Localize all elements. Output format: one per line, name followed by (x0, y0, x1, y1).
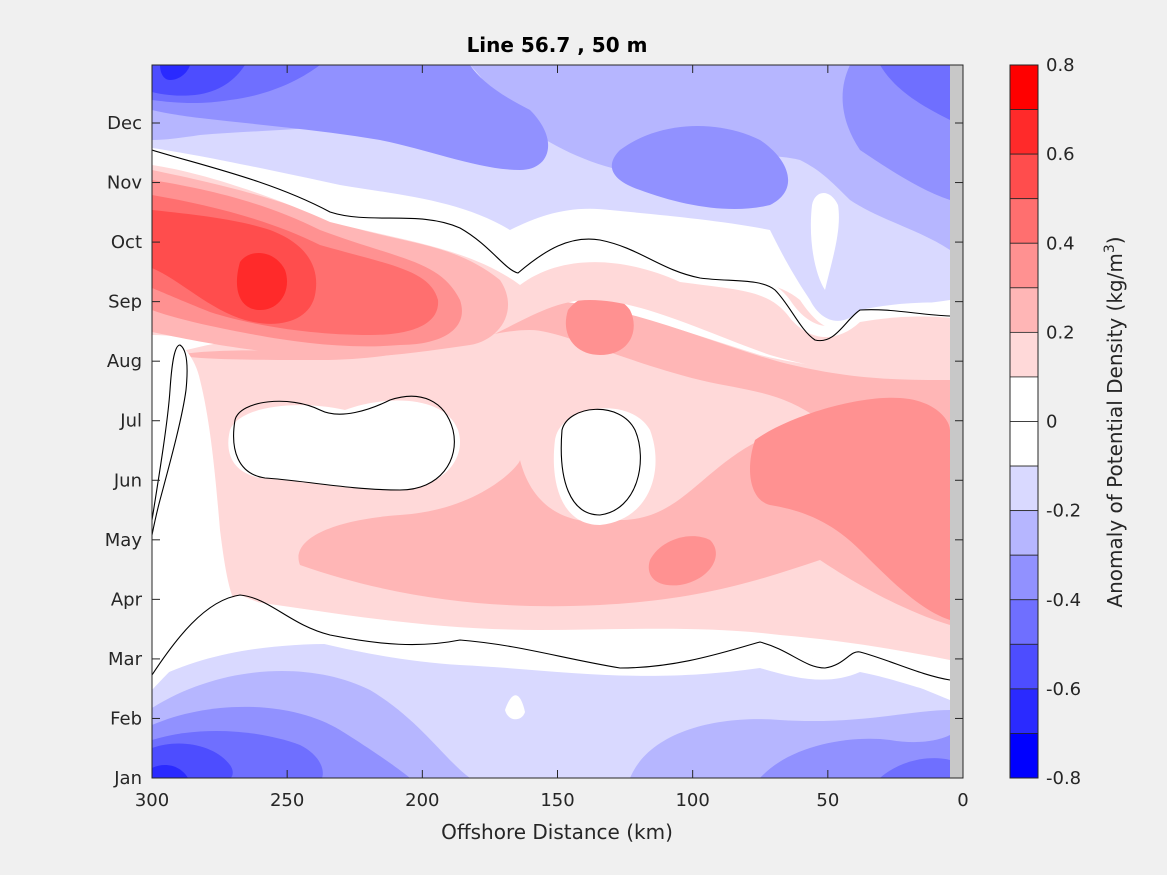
colorbar-bin (1009, 287, 1039, 333)
contour-region-zero-lower-spot (505, 695, 525, 720)
colorbar-label: Anomaly of Potential Density (kg/m3) (1102, 236, 1127, 607)
colorbar-bin (1009, 331, 1039, 378)
colorbar-label-main: Anomaly of Potential Density (kg/m (1103, 253, 1127, 607)
colorbar-tick-label: 0.4 (1046, 233, 1075, 254)
colorbar-tick-label: -0.8 (1046, 768, 1081, 789)
colorbar-bin (1009, 64, 1039, 110)
colorbar-bin (1009, 733, 1039, 779)
colorbar-frame (1009, 64, 1039, 779)
colorbar-tick-label: 0.6 (1046, 144, 1075, 165)
colorbar-tick-label: 0.8 (1046, 55, 1075, 76)
contour-region-neg-bottom-6 (152, 765, 188, 778)
colorbar-tick-label: -0.6 (1046, 679, 1081, 700)
colorbar-bin (1009, 688, 1039, 734)
y-tick-label: Jun (113, 470, 142, 491)
contour-region-pos-3b (648, 536, 716, 586)
colorbar-bin (1009, 242, 1039, 289)
y-axis: Jan Feb Mar Apr May Jun Jul Aug Sep Oct Nov Dec (105, 113, 963, 789)
contour-fills (152, 65, 950, 778)
y-tick-label: Mar (108, 649, 143, 670)
contour-region-pos-3c (565, 294, 634, 355)
x-tick-label: 300 (135, 790, 169, 811)
colorbar-label-superscript: 3 (1102, 244, 1118, 253)
contour-region-neg-top-3b (611, 65, 950, 210)
colorbar-bin (1009, 465, 1039, 512)
x-tick-label: 100 (675, 790, 709, 811)
colorbar-label-suffix: ) (1103, 236, 1127, 244)
contour-region-zero-eddy-1 (228, 400, 461, 490)
contour-region-neg-top-4b (880, 65, 950, 120)
colorbar-bin (1009, 376, 1039, 422)
contour-region-zero-lower (152, 595, 950, 695)
colorbar-tick-label: -0.4 (1046, 590, 1081, 611)
contour-line-upper (152, 149, 951, 342)
colorbar-bin (1009, 421, 1039, 467)
y-tick-label: Aug (107, 351, 142, 372)
x-tick-label: 50 (816, 790, 839, 811)
colorbar-bin (1009, 109, 1039, 155)
contour-region-zero-left (152, 337, 240, 660)
colorbar-bin (1009, 599, 1039, 645)
y-tick-label: Nov (107, 173, 142, 194)
colorbar-ticks: 0.8 0.6 0.4 0.2 0 -0.2 -0.4 -0.6 -0.8 (1046, 55, 1081, 789)
contour-region-neg-bottom-4b (880, 758, 950, 778)
contour-region-pos-2 (175, 300, 950, 625)
y-tick-label: Apr (111, 589, 143, 610)
contour-region-zero-upper (152, 148, 950, 338)
plot-area (152, 65, 963, 778)
x-tick-label: 150 (540, 790, 574, 811)
contour-region-pos-upper-6 (236, 252, 288, 310)
colorbar-bin (1009, 198, 1039, 244)
colorbar-bin (1009, 643, 1039, 690)
y-tick-label: Oct (111, 232, 142, 253)
x-tick-label: 250 (270, 790, 304, 811)
contour-line-lower (152, 594, 951, 681)
contour-region-neg-top-6 (160, 65, 190, 80)
colorbar-tick-label: -0.2 (1046, 501, 1081, 522)
chart-title: Line 56.7 , 50 m (467, 33, 648, 57)
contour-region-pos-3 (750, 397, 950, 620)
y-tick-label: Jul (119, 411, 142, 432)
colorbar-tick-label: 0 (1046, 412, 1057, 433)
x-tick-label: 0 (957, 790, 968, 811)
colorbar-tick-label: 0.2 (1046, 322, 1075, 343)
y-tick-label: May (105, 530, 143, 551)
no-data-strip (950, 65, 963, 778)
contour-line-eddy-2 (560, 408, 641, 516)
contour-region-zero-upper-spot (810, 192, 839, 290)
y-tick-label: Jan (113, 768, 142, 789)
x-axis-label: Offshore Distance (km) (441, 820, 673, 844)
colorbar-bin (1009, 510, 1039, 556)
contour-line-left (152, 344, 188, 536)
contour-line-eddy-1 (233, 395, 455, 491)
y-tick-label: Dec (107, 113, 142, 134)
x-tick-label: 200 (405, 790, 439, 811)
y-tick-label: Sep (108, 292, 142, 313)
y-tick-label: Feb (110, 708, 142, 729)
colorbar-bin (1009, 554, 1039, 601)
colorbar (1009, 64, 1039, 779)
colorbar-bin (1009, 153, 1039, 200)
x-axis: 300 250 200 150 100 50 0 (135, 65, 969, 811)
contour-lines (152, 149, 951, 681)
